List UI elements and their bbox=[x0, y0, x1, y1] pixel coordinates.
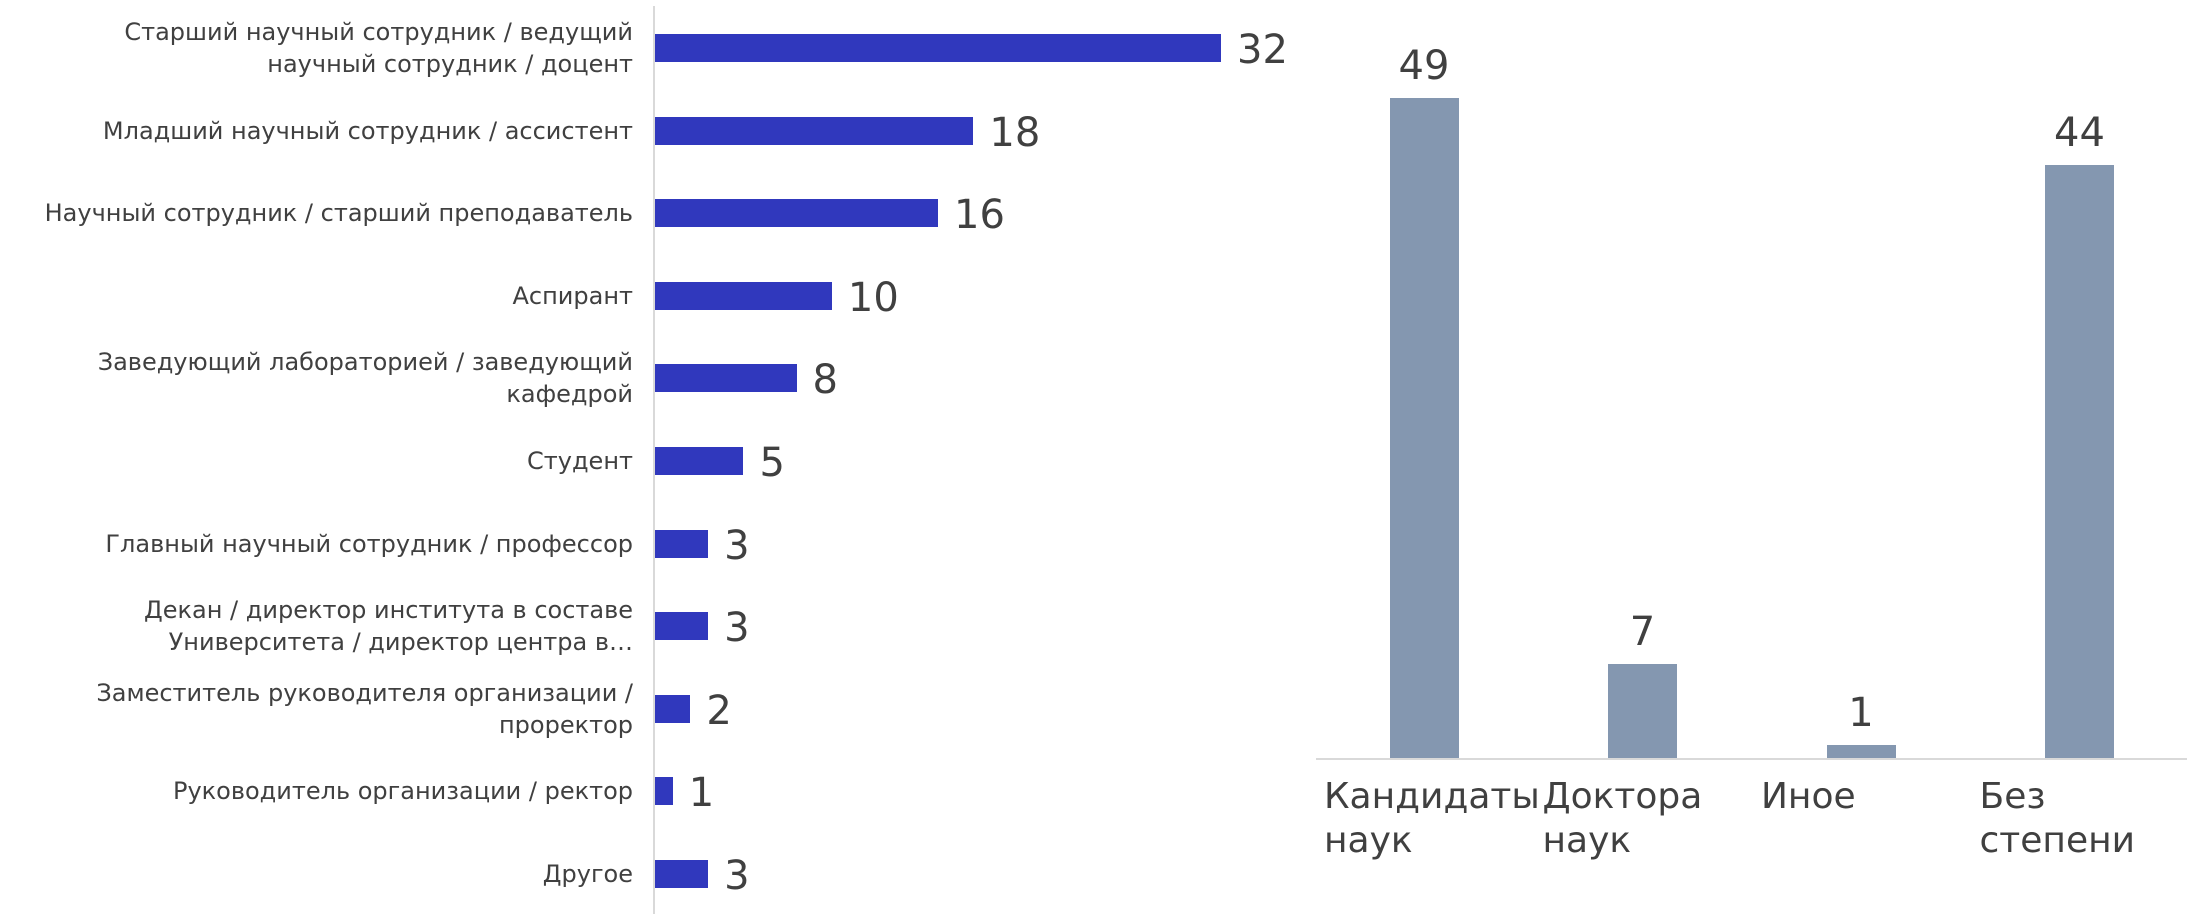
value-label: 3 bbox=[724, 522, 750, 569]
bar bbox=[1826, 744, 1896, 758]
value-label: 1 bbox=[1848, 689, 1874, 736]
category-label: Иное bbox=[1761, 776, 1856, 817]
value-label: 49 bbox=[1398, 43, 1450, 89]
bar bbox=[655, 34, 1221, 62]
bar bbox=[655, 364, 797, 393]
bar bbox=[655, 694, 691, 723]
category-label: Заместитель руководителя организации / п… bbox=[96, 678, 633, 739]
value-label: 44 bbox=[2054, 110, 2105, 157]
y-axis-line bbox=[653, 6, 655, 914]
category-label: Без степени bbox=[1979, 776, 2136, 861]
category-label: Главный научный сотрудник / профессор bbox=[105, 529, 633, 558]
value-label: 5 bbox=[759, 440, 785, 486]
bar bbox=[1608, 663, 1677, 758]
value-label: 16 bbox=[954, 192, 1005, 239]
value-label: 8 bbox=[812, 357, 838, 404]
bar bbox=[655, 612, 709, 641]
value-label: 1 bbox=[688, 770, 715, 817]
value-label: 3 bbox=[724, 605, 750, 652]
bar bbox=[2045, 165, 2114, 758]
bar bbox=[655, 281, 832, 310]
bar bbox=[1389, 98, 1459, 758]
bar bbox=[655, 860, 709, 888]
bar bbox=[655, 116, 974, 145]
value-label: 10 bbox=[847, 274, 899, 321]
value-label: 18 bbox=[989, 109, 1041, 156]
bar bbox=[655, 529, 709, 558]
category-label: Кандидаты наук bbox=[1324, 776, 1540, 861]
category-label: Младший научный сотрудник / ассистент bbox=[102, 116, 633, 145]
x-axis-line bbox=[1316, 758, 2187, 760]
bar bbox=[655, 447, 744, 475]
value-label: 3 bbox=[724, 853, 750, 899]
value-label: 7 bbox=[1629, 608, 1656, 655]
category-label: Заведующий лабораторией / заведующий каф… bbox=[97, 348, 633, 409]
category-label: Студент bbox=[527, 447, 633, 475]
category-label: Научный сотрудник / старший преподавател… bbox=[44, 199, 633, 228]
value-label: 2 bbox=[706, 687, 732, 734]
category-label: Другое bbox=[542, 860, 633, 888]
value-label: 32 bbox=[1237, 27, 1288, 73]
category-label: Старший научный сотрудник / ведущий науч… bbox=[124, 18, 633, 78]
category-label: Доктора наук bbox=[1542, 776, 1703, 861]
category-label: Руководитель организации / ректор bbox=[173, 777, 633, 806]
category-label: Декан / директор института в составе Уни… bbox=[144, 596, 633, 657]
bar bbox=[655, 199, 938, 228]
category-label: Аспирант bbox=[512, 281, 633, 310]
bar bbox=[655, 777, 673, 806]
